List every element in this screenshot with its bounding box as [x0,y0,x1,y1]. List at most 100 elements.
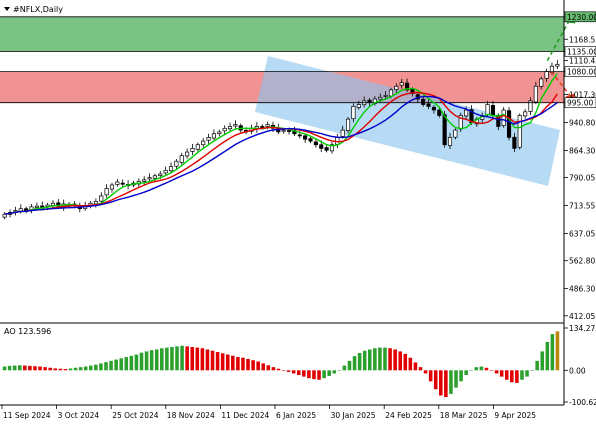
ao-bar [139,352,144,371]
ao-bar [114,359,118,371]
candle-body [421,98,426,105]
ao-tick-label: 0.00 [569,366,586,375]
ao-bar [525,370,529,377]
price-tag-box [564,11,596,23]
ao-bar [23,365,27,371]
ao-bar [94,364,98,371]
candle-body [319,144,324,149]
price-tag-box [564,66,596,77]
candle-body [260,126,265,128]
ao-bar [494,370,499,374]
ao-bar [540,351,545,371]
ao-bar [170,346,174,371]
candle-body [185,151,190,157]
ao-bar [195,347,200,371]
candle-body [206,137,211,141]
candle-body [265,124,270,127]
candle-body [24,208,29,211]
candle-body [104,188,109,196]
price-tag-box [564,46,596,57]
ao-bar [215,352,220,371]
green-zone [0,16,564,52]
time-tick-label: 6 Jan 2025 [276,411,316,420]
ao-bar [312,370,316,380]
candle-body [426,103,431,107]
ao-bar [439,370,443,396]
moving-averages-group [0,16,564,215]
ao-bar [88,365,93,371]
candle-body [544,71,549,79]
descending-channel [255,56,560,186]
ao-bar [241,357,245,371]
ao-bar [499,370,504,377]
ao-bar [7,365,12,371]
price-tick-label: 864.30 [569,146,595,155]
candle-body [308,138,313,142]
time-tick-label: 30 Jan 2025 [331,411,376,420]
ao-bar [408,357,413,371]
candle-body [120,182,125,185]
ao-label: AO 123.596 [4,327,51,336]
candle-body [163,169,168,174]
ao-bar [225,354,230,371]
ao-bar [413,362,418,371]
price-tag: 1230.00 [564,11,596,23]
ao-bar [256,361,260,371]
ao-bar [307,370,311,379]
ao-bar [367,349,372,371]
price-tag: 1135.00 [564,46,596,57]
ao-bar [515,370,519,383]
candle-body [340,129,345,137]
ao-bar [530,370,534,371]
candle-body [222,127,227,132]
ao-bar [535,360,539,371]
price-tag: 1080.00 [564,66,596,77]
ao-bar [271,367,276,371]
ao-bar [489,370,494,371]
price-tag-box [564,97,596,108]
candle-body [383,95,388,97]
ao-bar [190,346,195,371]
candle-body [388,89,394,97]
ao-bar [510,370,514,383]
ao-bar [175,346,179,371]
candle-body [2,213,7,218]
candle-body [227,126,233,130]
ao-bar [479,366,484,371]
down-arrow-icon [550,71,572,98]
ao-bar [378,347,382,371]
ao-bars-group [2,331,560,398]
ao-bar [205,349,210,371]
price-tags: 1230.00 1135.00 1080.00 995.00 [564,11,596,108]
ao-bar [109,360,113,371]
candle-body [501,109,506,126]
price-tick-label: 486.30 [569,285,595,294]
ao-bar [555,331,560,371]
ao-bar [33,366,37,371]
ao-bar [149,350,154,371]
dropdown-triangle-icon[interactable] [4,7,10,11]
price-tick-label: 1017.30 [569,91,596,100]
ao-tick-label: -100.623 [569,398,596,407]
candle-body [313,141,318,146]
ao-bar [428,370,433,382]
candle-body [195,144,200,150]
candle-body [286,130,292,132]
ao-bar [68,368,73,371]
candle-body [506,110,512,138]
ao-bar [347,360,352,371]
price-tick-label: 412.05 [569,312,595,321]
ao-bar [352,356,357,371]
ao-bar [231,355,235,371]
ao-bar [220,353,225,371]
ao-bar [322,370,326,379]
time-tick-label: 9 Apr 2025 [494,411,536,420]
ao-bar [545,341,550,371]
time-tick-label: 11 Dec 2024 [221,411,269,420]
candle-body [115,181,120,185]
candle-body [485,104,490,116]
candle-body [217,131,222,134]
candle-body [158,173,163,176]
price-tick-label: 1110.45 [569,56,596,65]
